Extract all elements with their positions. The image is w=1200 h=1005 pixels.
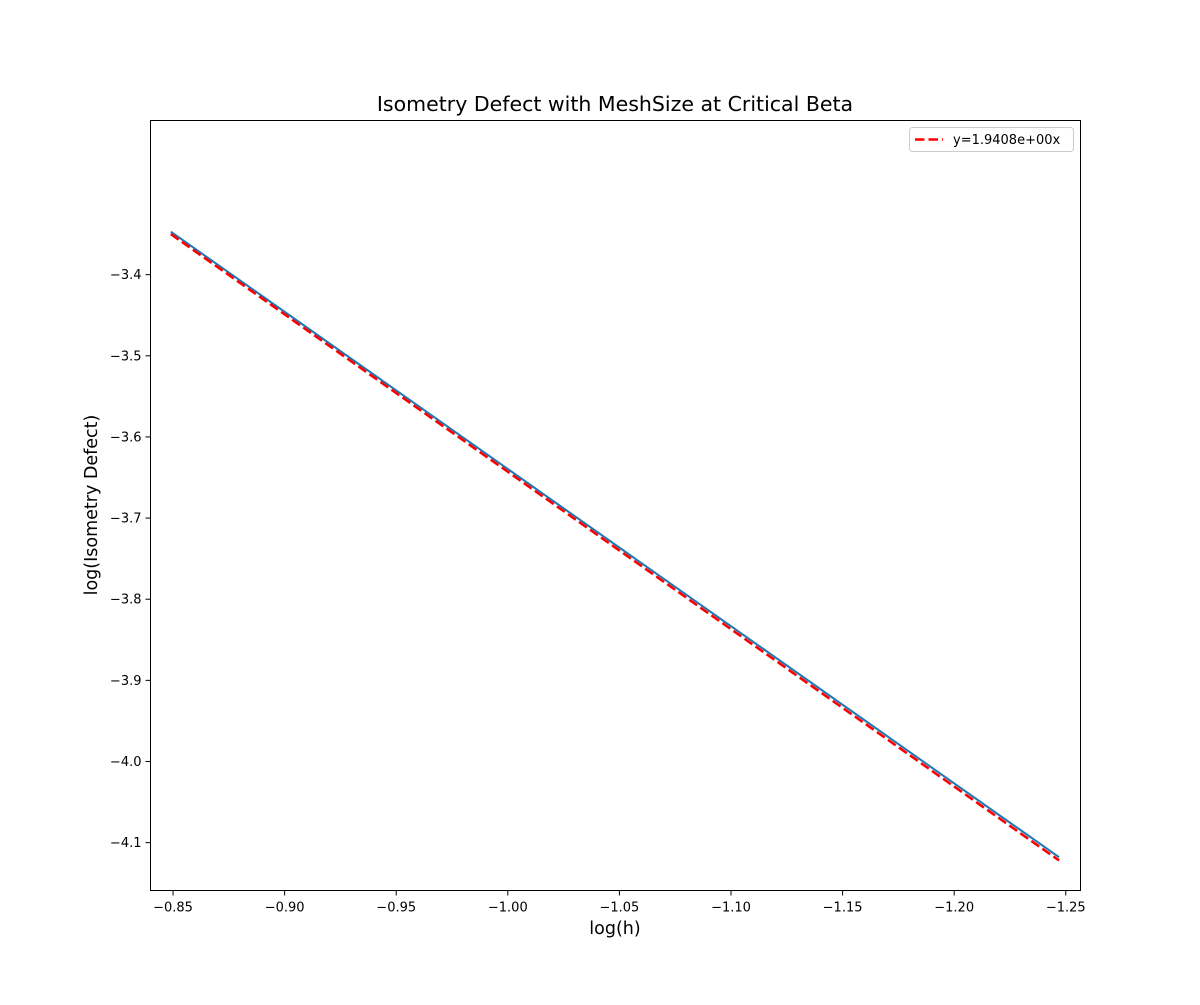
- x-tick-label: −0.85: [153, 901, 193, 916]
- y-axis: −3.4 −3.5 −3.6 −3.7 −3.8 −3.9 −4.0 −4.1: [110, 268, 151, 851]
- y-tick-label: −3.5: [110, 349, 142, 364]
- y-tick-label: −3.9: [110, 674, 142, 689]
- data-line: [170, 230, 1060, 859]
- x-axis: −0.85 −0.90 −0.95 −1.00 −1.05 −1.10 −1.15 −1.20…: [153, 890, 1086, 916]
- y-tick-label: −3.7: [110, 512, 142, 527]
- y-tick-label: −4.0: [110, 755, 142, 770]
- x-tick-label: −0.95: [376, 901, 416, 916]
- x-tick-label: −1.20: [934, 901, 974, 916]
- y-tick-label: −3.8: [110, 593, 142, 608]
- legend-box: [909, 127, 1074, 152]
- plot-lines: [170, 230, 1060, 862]
- x-axis-label: log(h): [589, 919, 640, 939]
- legend-label: y=1.9408e+00x: [953, 133, 1061, 148]
- y-tick-label: −3.4: [110, 268, 142, 283]
- x-tick-label: −1.15: [823, 901, 863, 916]
- y-tick-label: −3.6: [110, 430, 142, 445]
- y-axis-label: log(Isometry Defect): [82, 415, 102, 596]
- legend: y=1.9408e+00x: [909, 127, 1074, 152]
- x-tick-label: −0.90: [265, 901, 305, 916]
- x-tick-label: −1.00: [488, 901, 528, 916]
- x-tick-label: −1.05: [599, 901, 639, 916]
- x-tick-label: −1.10: [711, 901, 751, 916]
- plot-frame: [150, 120, 1081, 891]
- chart-title: Isometry Defect with MeshSize at Critica…: [377, 92, 853, 116]
- x-tick-label: −1.25: [1046, 901, 1086, 916]
- fit-line: [170, 233, 1060, 862]
- y-tick-label: −4.1: [110, 836, 142, 851]
